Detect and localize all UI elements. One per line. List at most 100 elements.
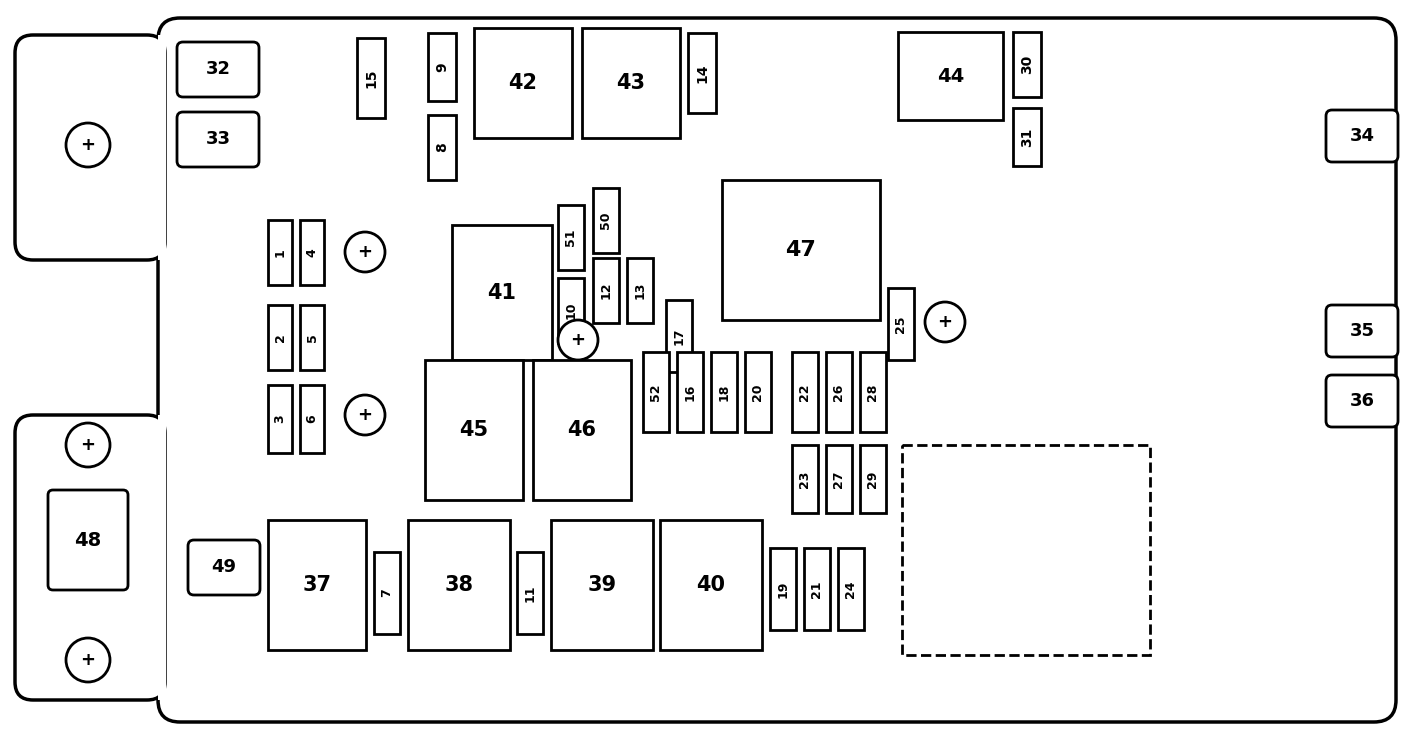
- FancyBboxPatch shape: [187, 540, 260, 595]
- Text: 4: 4: [305, 248, 318, 257]
- Text: 12: 12: [599, 282, 613, 299]
- Bar: [158, 415, 166, 700]
- Text: 19: 19: [776, 580, 789, 598]
- Text: 42: 42: [508, 73, 538, 93]
- Bar: [1013, 108, 1042, 166]
- Bar: [551, 520, 653, 650]
- Bar: [898, 32, 1003, 120]
- FancyBboxPatch shape: [16, 35, 165, 260]
- Text: 23: 23: [799, 471, 812, 488]
- Text: 28: 28: [867, 383, 880, 400]
- Text: 6: 6: [305, 414, 318, 423]
- FancyBboxPatch shape: [177, 112, 260, 167]
- Text: 10: 10: [565, 302, 578, 319]
- Bar: [722, 180, 880, 320]
- Text: 5: 5: [305, 333, 318, 342]
- FancyBboxPatch shape: [16, 415, 165, 700]
- Bar: [888, 288, 914, 360]
- FancyBboxPatch shape: [177, 42, 260, 97]
- Text: 26: 26: [833, 383, 846, 400]
- Text: 32: 32: [206, 60, 230, 78]
- Bar: [593, 188, 619, 253]
- Bar: [558, 278, 585, 343]
- Bar: [268, 305, 292, 370]
- Text: 29: 29: [867, 471, 880, 488]
- Text: 2: 2: [274, 333, 287, 342]
- Text: 21: 21: [810, 580, 823, 598]
- Bar: [826, 445, 851, 513]
- Circle shape: [67, 123, 111, 167]
- Text: +: +: [938, 313, 952, 331]
- Text: 16: 16: [684, 383, 697, 400]
- Text: 43: 43: [616, 73, 646, 93]
- Text: 9: 9: [436, 62, 448, 72]
- Bar: [860, 445, 885, 513]
- Bar: [474, 28, 572, 138]
- Bar: [1013, 32, 1042, 97]
- Circle shape: [558, 320, 597, 360]
- Text: 15: 15: [365, 68, 377, 88]
- Bar: [299, 305, 324, 370]
- Bar: [534, 360, 631, 500]
- Text: 13: 13: [633, 282, 647, 299]
- Text: 30: 30: [1020, 55, 1034, 74]
- Text: 34: 34: [1349, 127, 1375, 145]
- Text: +: +: [81, 436, 95, 454]
- Text: 31: 31: [1020, 127, 1034, 147]
- Text: 49: 49: [211, 558, 237, 576]
- Bar: [839, 548, 864, 630]
- Bar: [792, 445, 817, 513]
- Text: 48: 48: [74, 531, 102, 550]
- Text: 14: 14: [695, 63, 710, 83]
- Bar: [902, 445, 1149, 655]
- FancyBboxPatch shape: [1325, 110, 1398, 162]
- Bar: [409, 520, 509, 650]
- Circle shape: [67, 423, 111, 467]
- Text: 3: 3: [274, 414, 287, 423]
- Bar: [268, 385, 292, 453]
- FancyBboxPatch shape: [158, 18, 1396, 722]
- Text: +: +: [358, 243, 373, 261]
- Bar: [453, 225, 552, 360]
- Bar: [429, 115, 455, 180]
- Text: 1: 1: [274, 248, 287, 257]
- Text: 27: 27: [833, 470, 846, 488]
- Text: 7: 7: [380, 588, 393, 597]
- Text: +: +: [358, 406, 373, 424]
- Bar: [582, 28, 680, 138]
- Text: 41: 41: [488, 283, 517, 303]
- Text: 44: 44: [937, 67, 964, 86]
- Bar: [792, 352, 817, 432]
- Text: 20: 20: [752, 383, 765, 401]
- Text: 25: 25: [894, 315, 908, 333]
- Bar: [677, 352, 702, 432]
- Bar: [375, 552, 400, 634]
- Bar: [429, 33, 455, 101]
- Bar: [426, 360, 524, 500]
- Text: 45: 45: [460, 420, 488, 440]
- Bar: [517, 552, 543, 634]
- Text: +: +: [81, 651, 95, 669]
- FancyBboxPatch shape: [1325, 305, 1398, 357]
- Bar: [688, 33, 717, 113]
- Bar: [593, 258, 619, 323]
- Text: 18: 18: [718, 383, 731, 400]
- Bar: [643, 352, 668, 432]
- Text: 50: 50: [599, 212, 613, 229]
- Bar: [158, 35, 166, 260]
- Text: 17: 17: [673, 327, 685, 345]
- Bar: [666, 300, 692, 372]
- Bar: [711, 352, 736, 432]
- Circle shape: [345, 395, 385, 435]
- Bar: [771, 548, 796, 630]
- Text: 24: 24: [844, 580, 857, 598]
- Text: 33: 33: [206, 130, 230, 148]
- Text: 22: 22: [799, 383, 812, 401]
- Text: 40: 40: [697, 575, 725, 595]
- FancyBboxPatch shape: [48, 490, 128, 590]
- Text: +: +: [570, 331, 586, 349]
- Circle shape: [345, 232, 385, 272]
- FancyBboxPatch shape: [1325, 375, 1398, 427]
- Circle shape: [925, 302, 965, 342]
- Bar: [268, 220, 292, 285]
